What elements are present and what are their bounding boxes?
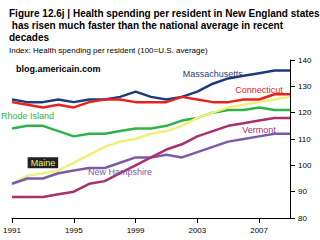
svg-text:Vermont: Vermont	[242, 125, 276, 135]
svg-text:2007: 2007	[250, 226, 268, 235]
svg-text:Rhode Island: Rhode Island	[1, 111, 54, 121]
svg-text:New Hampshire: New Hampshire	[88, 167, 152, 177]
svg-text:blog.americain.com: blog.americain.com	[16, 64, 101, 74]
svg-text:100: 100	[298, 161, 312, 170]
svg-text:1995: 1995	[65, 226, 83, 235]
svg-text:Maine: Maine	[31, 158, 56, 168]
svg-text:1991: 1991	[3, 226, 21, 235]
svg-text:1999: 1999	[127, 226, 145, 235]
svg-text:Massachusetts: Massachusetts	[183, 69, 244, 79]
svg-text:110: 110	[298, 135, 311, 144]
svg-text:Connecticut: Connecticut	[235, 85, 283, 95]
svg-text:90: 90	[298, 187, 307, 196]
svg-text:80: 80	[298, 214, 307, 223]
svg-text:2003: 2003	[188, 226, 206, 235]
svg-text:has risen much faster than the: has risen much faster than the national …	[9, 20, 286, 31]
svg-text:140: 140	[298, 56, 312, 65]
svg-text:120: 120	[298, 108, 312, 117]
svg-text:Index: Health spending per res: Index: Health spending per resident (100…	[9, 46, 208, 55]
svg-text:Figure 12.6j | Health spending: Figure 12.6j | Health spending per resid…	[9, 8, 320, 19]
svg-text:130: 130	[298, 82, 312, 91]
svg-text:decades: decades	[9, 32, 49, 43]
